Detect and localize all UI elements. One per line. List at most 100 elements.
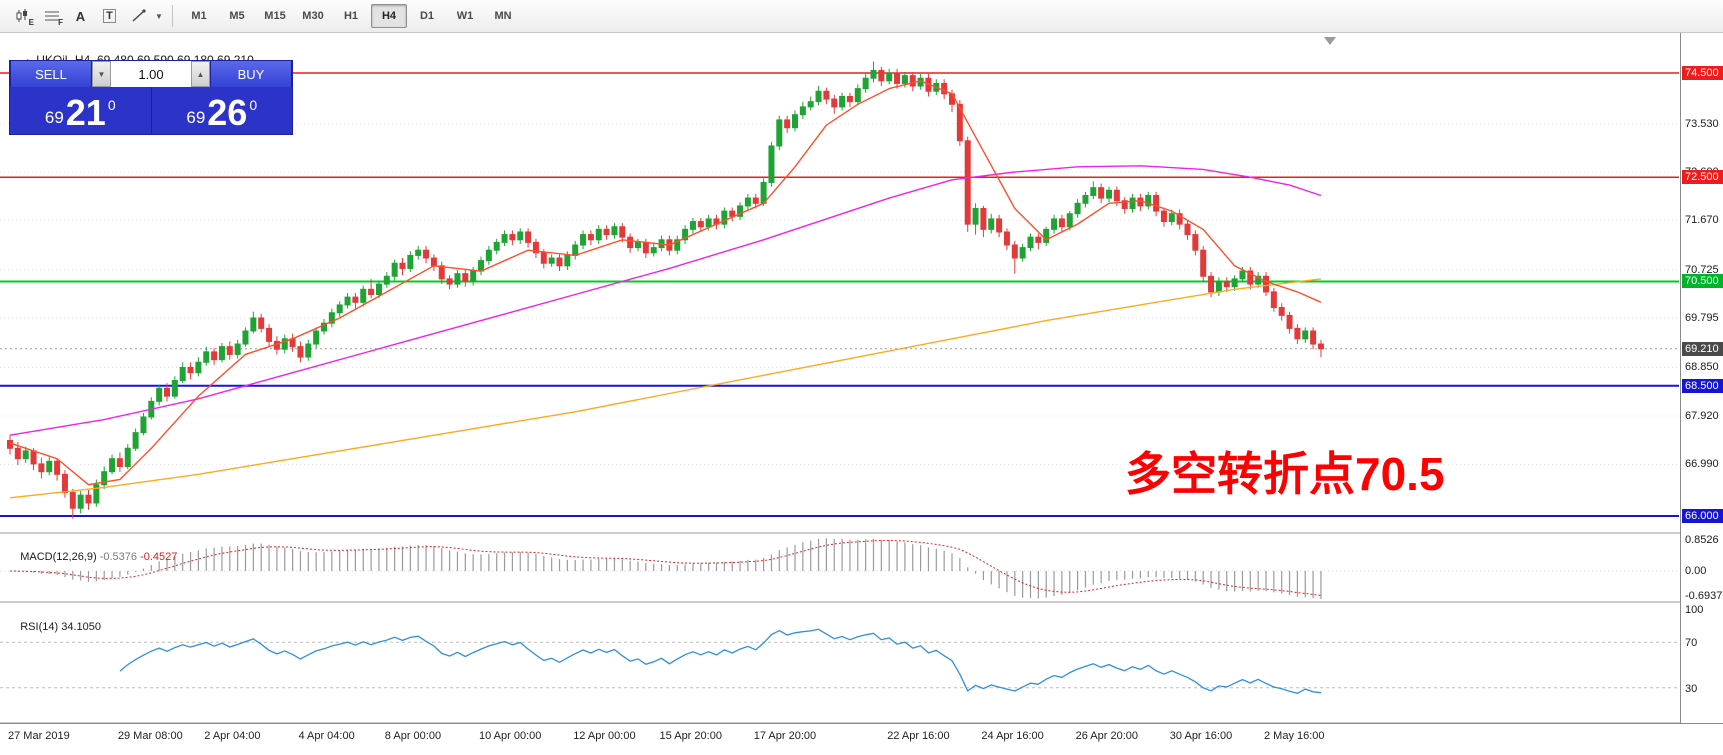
timeframe-button-M5[interactable]: M5: [229, 10, 245, 22]
candle-body: [1270, 291, 1277, 309]
candle-body: [1051, 218, 1058, 230]
candle-body: [956, 103, 963, 142]
candle-body: [1247, 270, 1254, 285]
price-badge: 70.500: [1682, 274, 1723, 289]
candle-body: [383, 275, 390, 285]
volume-decrease-button[interactable]: ▼: [92, 61, 111, 87]
candle-body: [768, 145, 775, 183]
timeframe-button-H1[interactable]: H1: [343, 10, 359, 22]
candle-body: [721, 210, 728, 225]
price-badge: 66.000: [1682, 509, 1723, 524]
candle-body: [839, 95, 846, 108]
candle-body: [328, 312, 335, 324]
timeframe-button-D1[interactable]: D1: [419, 10, 435, 22]
candle-body: [1286, 314, 1293, 329]
draw-tool-dropdown-caret[interactable]: ▼: [155, 11, 163, 21]
candle-body: [1255, 275, 1262, 285]
candle-body: [595, 228, 602, 241]
candle-body: [438, 265, 445, 280]
sell-button[interactable]: SELL: [10, 61, 92, 87]
rsi-axis-label: 100: [1685, 604, 1704, 616]
candle-body: [697, 221, 704, 228]
textbox-tool-icon[interactable]: T: [95, 3, 124, 29]
draw-tool-icon[interactable]: [124, 3, 153, 29]
candle-body: [1011, 244, 1018, 259]
chart-text-annotation[interactable]: 多空转折点70.5: [1125, 448, 1445, 500]
date-label: 8 Apr 00:00: [384, 730, 442, 742]
volume-input[interactable]: 1.00: [111, 61, 191, 87]
candle-body: [525, 231, 532, 243]
date-label: 15 Apr 20:00: [659, 730, 722, 742]
candle-body: [988, 218, 995, 230]
date-label: 29 Mar 08:00: [117, 730, 183, 742]
candle-body: [470, 270, 477, 282]
grid-icon[interactable]: F: [37, 3, 66, 29]
candle-body: [1263, 275, 1269, 293]
candle-body: [642, 241, 649, 254]
candle-body: [203, 351, 210, 363]
candle-body: [1113, 189, 1120, 202]
candle-body: [407, 254, 414, 269]
price-tick-label: 67.920: [1685, 409, 1719, 422]
volume-increase-button[interactable]: ▲: [191, 61, 210, 87]
candle-body: [1082, 194, 1089, 204]
candle-body: [368, 288, 375, 296]
candle-body: [870, 69, 877, 79]
candle-body: [61, 473, 68, 494]
date-label: 24 Apr 16:00: [981, 730, 1044, 742]
candle-body: [187, 366, 194, 374]
candle-body: [1121, 200, 1128, 210]
text-tool-icon[interactable]: A: [75, 8, 86, 24]
timeframe-button-W1[interactable]: W1: [456, 10, 474, 22]
candle-body: [1153, 194, 1160, 212]
candle-body: [1098, 187, 1105, 199]
timeframe-button-M30[interactable]: M30: [302, 10, 324, 22]
candle-body: [336, 304, 343, 314]
date-label: 2 Apr 04:00: [204, 730, 261, 742]
candle-body: [85, 494, 92, 504]
moving-average-line: [9, 165, 1322, 436]
candle-body: [1200, 249, 1207, 277]
candle-body: [564, 254, 571, 267]
candle-body: [689, 221, 696, 230]
candle-body: [1058, 218, 1065, 228]
timeframe-button-H4[interactable]: H4: [371, 4, 407, 28]
candle-body: [799, 106, 806, 116]
macd-axis-label: -0.6937: [1685, 590, 1723, 602]
candle-body: [556, 257, 563, 267]
candle-body: [109, 458, 116, 473]
candle-body: [344, 296, 351, 306]
candle-body: [1043, 228, 1050, 243]
timeframe-button-M15[interactable]: M15: [264, 10, 286, 22]
candle-body: [46, 460, 53, 473]
price-badge: 74.500: [1682, 66, 1723, 80]
price-badge: 69.210: [1682, 341, 1723, 356]
buy-price[interactable]: 69 26 0: [186, 91, 258, 133]
chart-window-icon[interactable]: E: [8, 3, 37, 29]
candle-body: [124, 447, 131, 468]
price-badge: 72.500: [1682, 170, 1723, 185]
date-axis[interactable]: 27 Mar 2019 29 Mar 08:00 2 Apr 04:00 4 Apr …: [0, 723, 1723, 755]
price-axis[interactable]: 73.53072.60071.67070.72569.79568.85067.9…: [1680, 33, 1723, 723]
candle-body: [587, 234, 594, 241]
candle-body: [399, 262, 406, 269]
candle-body: [752, 197, 759, 204]
candle-body: [909, 75, 916, 87]
candle-body: [1223, 280, 1230, 288]
candle-body: [807, 101, 814, 108]
candle-body: [30, 450, 37, 465]
candle-body: [375, 283, 382, 296]
price-badge: 68.500: [1682, 378, 1723, 393]
buy-button[interactable]: BUY: [210, 61, 292, 87]
candle-body: [1066, 213, 1073, 228]
candle-body: [258, 317, 265, 329]
candle-body: [1192, 234, 1199, 251]
timeframe-button-M1[interactable]: M1: [191, 10, 207, 22]
candle-body: [682, 228, 689, 241]
rsi-axis-label: 70: [1685, 637, 1698, 650]
timeframe-button-MN[interactable]: MN: [494, 10, 512, 22]
candle-body: [171, 380, 178, 397]
price-tick-label: 73.530: [1685, 117, 1719, 130]
sell-price[interactable]: 69 21 0: [10, 87, 152, 134]
